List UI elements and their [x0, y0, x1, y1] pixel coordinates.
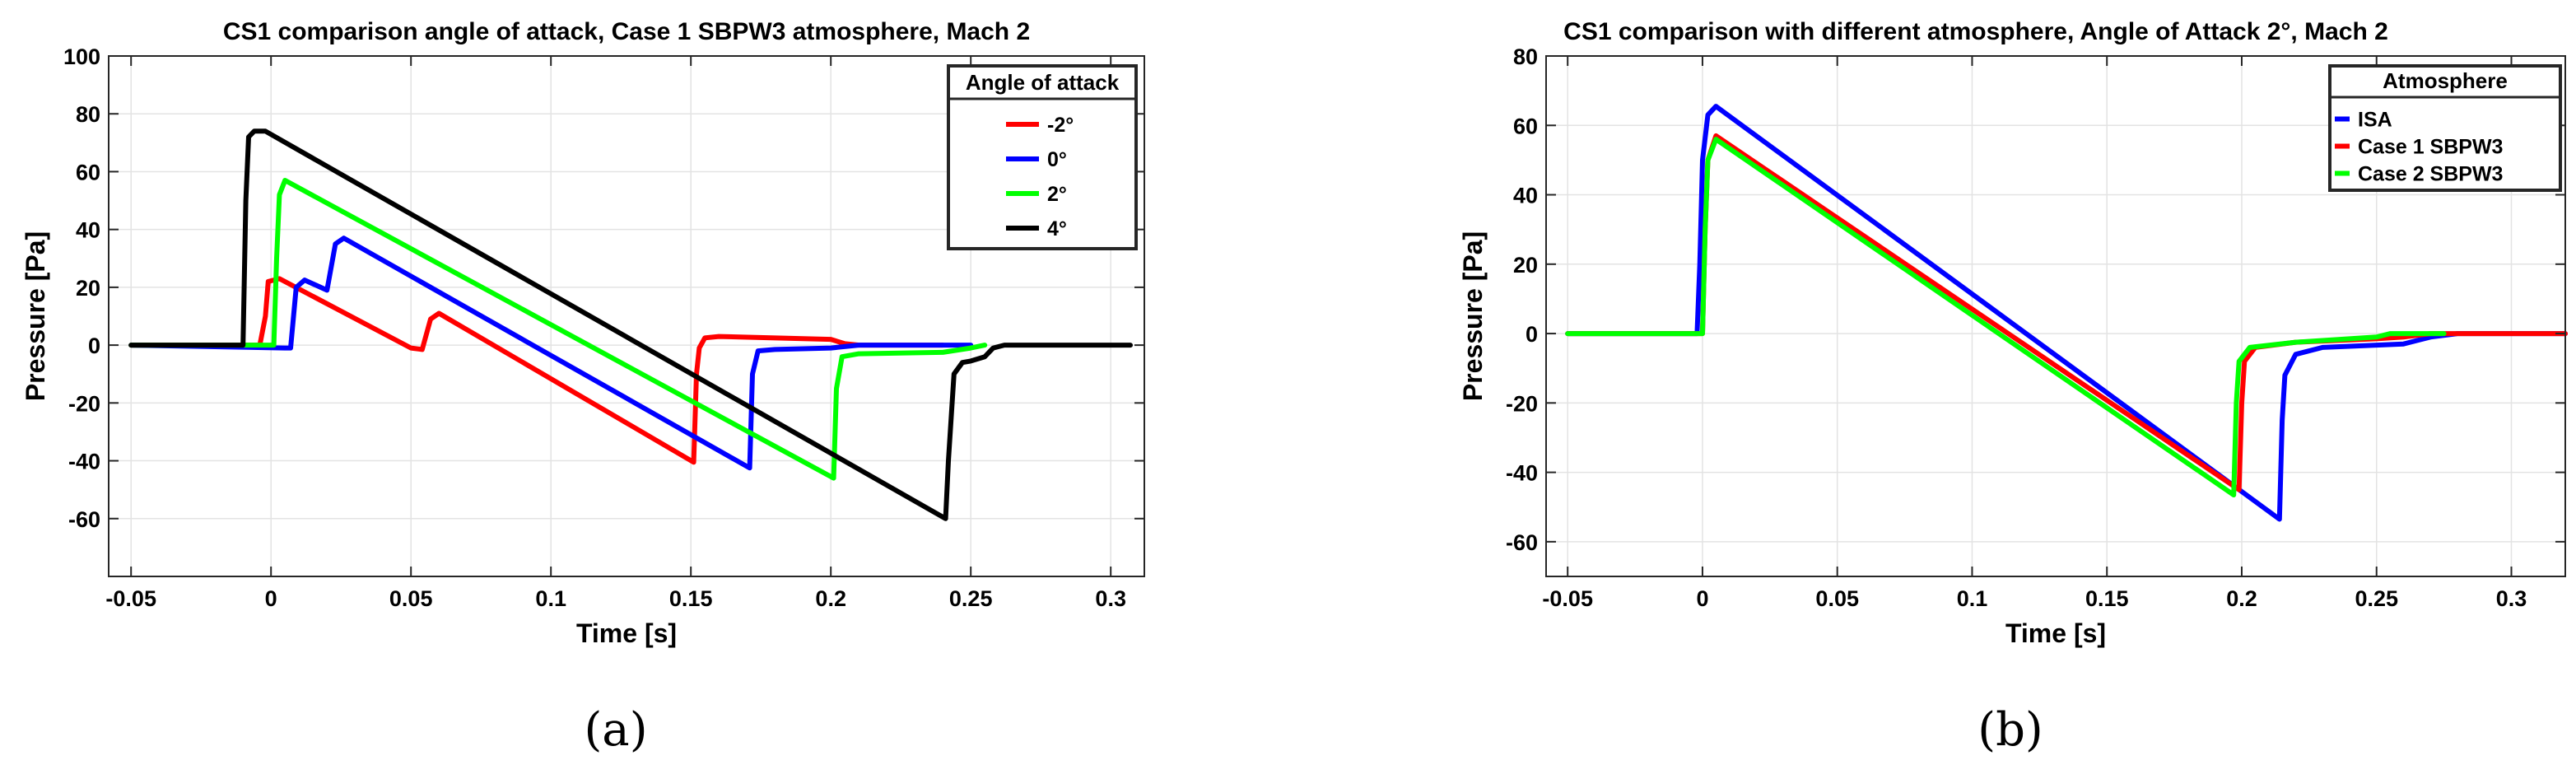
y-tick-label: 40	[76, 218, 100, 243]
y-tick-label: 80	[76, 102, 100, 127]
legend-entry: 2°	[1047, 183, 1067, 206]
legend-box	[2328, 64, 2562, 192]
y-tick-label: 60	[76, 160, 100, 184]
legend-title: Atmosphere	[2383, 68, 2508, 93]
y-tick-label: 100	[63, 44, 100, 69]
chart-title: CS1 comparison with different atmosphere…	[1563, 18, 2388, 45]
series-line-2	[128, 178, 988, 481]
y-tick-label: -20	[68, 391, 100, 416]
x-tick-label: -0.05	[105, 586, 156, 611]
x-tick-label: 0	[1696, 586, 1708, 611]
series-line-0	[1565, 104, 2568, 522]
panel-label: (a)	[584, 703, 647, 757]
x-tick-label: 0.3	[1095, 586, 1126, 611]
y-tick-label: 0	[88, 334, 100, 358]
y-tick-label: 40	[1513, 184, 1538, 208]
axes-box	[108, 55, 1145, 577]
legend: Atmosphere ISA Case 1 SBPW3 Case 2 SBPW3	[2328, 64, 2562, 192]
x-tick-label: 0.1	[535, 586, 566, 611]
x-tick-label: 0.2	[2226, 586, 2257, 611]
legend-box	[947, 64, 1138, 250]
y-tick-label: -40	[1506, 461, 1538, 486]
legend-title: Angle of attack	[966, 70, 1120, 95]
y-tick-label: 80	[1513, 44, 1538, 69]
x-tick-label: 0.2	[815, 586, 846, 611]
y-tick-label: -60	[68, 507, 100, 532]
x-tick-label: 0.3	[2496, 586, 2527, 611]
x-tick-label: 0.05	[389, 586, 433, 611]
x-tick-label: -0.05	[1542, 586, 1593, 611]
chart-panel-a: -0.05 0 0.05 0.1 0.15 0.2 0.25 0.3 -60 -40 -20 0 20 4…	[21, 18, 1145, 757]
series-line-2	[1565, 137, 2447, 497]
y-tick-label: -40	[68, 450, 100, 474]
x-tick-label: 0.1	[1957, 586, 1988, 611]
x-axis-label: Time [s]	[576, 618, 677, 648]
chart-title: CS1 comparison angle of attack, Case 1 S…	[223, 18, 1030, 45]
y-axis-label: Pressure [Pa]	[21, 231, 50, 401]
series-line-3	[128, 128, 1133, 521]
series-line-0	[128, 276, 946, 465]
x-axis-label: Time [s]	[2005, 618, 2106, 648]
legend-entry: -2°	[1047, 114, 1074, 137]
legend-entry: 4°	[1047, 217, 1067, 240]
x-tick-label: 0.15	[2085, 586, 2129, 611]
legend-entry: 0°	[1047, 148, 1067, 171]
chart-panel-b: -0.05 0 0.05 0.1 0.15 0.2 0.25 0.3 -60 -40 -20 0 20 4…	[1458, 18, 2568, 757]
x-tick-label: 0	[265, 586, 277, 611]
x-tick-label: 0.15	[669, 586, 713, 611]
y-axis-label: Pressure [Pa]	[1458, 231, 1488, 401]
y-tick-label: 20	[76, 276, 100, 301]
y-tick-label: 0	[1526, 322, 1538, 347]
legend-entry: Case 1 SBPW3	[2358, 136, 2503, 159]
x-tick-label: 0.25	[2355, 586, 2398, 611]
y-tick-label: 60	[1513, 114, 1538, 138]
legend-entry: Case 2 SBPW3	[2358, 163, 2503, 186]
legend-entry: ISA	[2358, 109, 2392, 132]
panel-label: (b)	[1977, 703, 2043, 757]
y-tick-label: 20	[1513, 253, 1538, 278]
x-tick-label: 0.25	[949, 586, 993, 611]
x-tick-label: 0.05	[1815, 586, 1859, 611]
y-tick-label: -60	[1506, 530, 1538, 555]
series-line-1	[128, 236, 974, 471]
axes-box	[1545, 55, 2566, 577]
y-tick-label: -20	[1506, 391, 1538, 416]
legend: Angle of attack -2° 0° 2° 4°	[947, 64, 1138, 250]
